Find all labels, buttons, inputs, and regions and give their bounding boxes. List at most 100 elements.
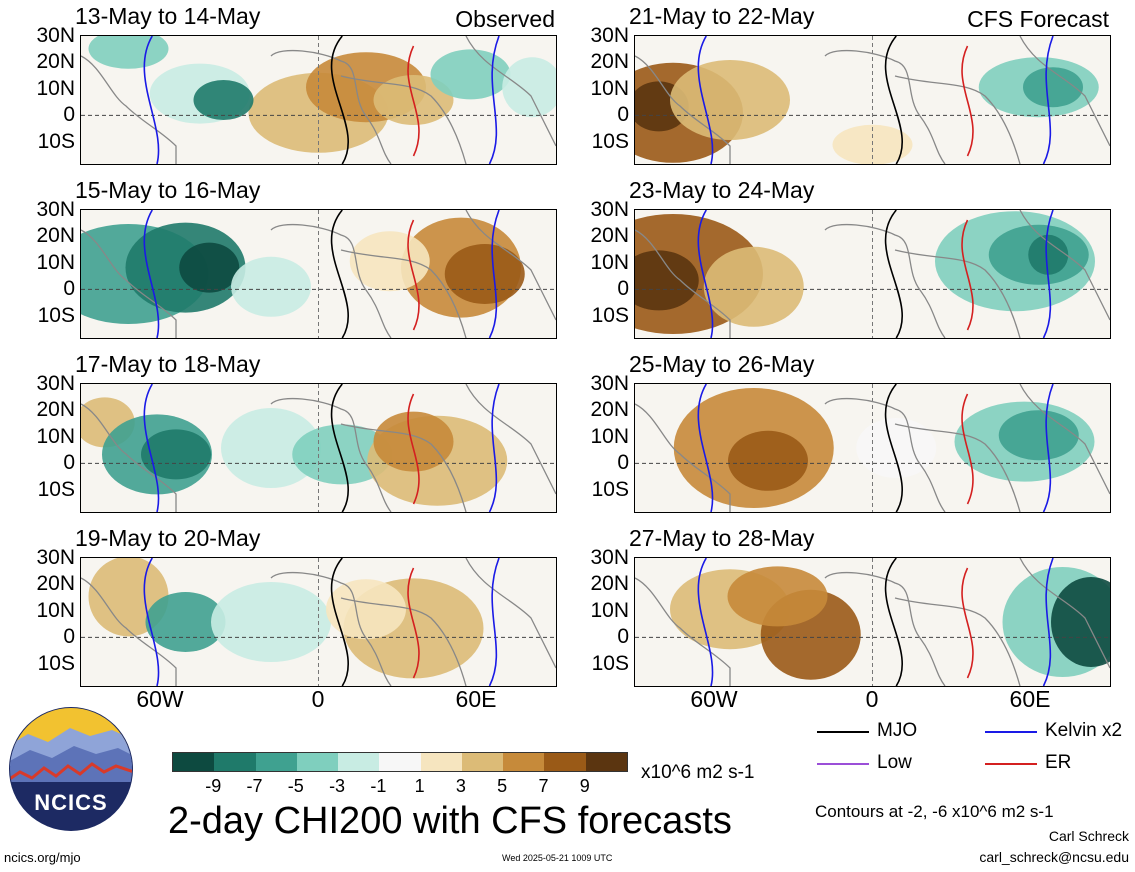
legend-er-label: ER — [1045, 752, 1072, 773]
logo-text: NCICS — [34, 790, 107, 815]
chi200-field — [635, 384, 1110, 512]
wave-contour — [330, 558, 349, 686]
colorbar-tick-label: 5 — [497, 776, 508, 796]
wave-contour — [407, 219, 420, 331]
wave-contour — [884, 384, 903, 512]
lon-label: 60W — [136, 686, 184, 712]
lat-label: 10N — [590, 76, 629, 100]
wave-contour — [407, 567, 420, 679]
legend-mjo-label: MJO — [877, 720, 918, 741]
panel-title: 13-May to 14-May — [75, 3, 261, 29]
wave-contour — [143, 558, 160, 686]
lat-label: 30N — [36, 24, 75, 47]
map-panel — [80, 209, 557, 339]
coastline — [81, 55, 177, 164]
chi200-field — [81, 558, 556, 686]
lat-label: 30N — [590, 198, 629, 221]
map-panel — [634, 209, 1111, 339]
lat-label: 20N — [590, 572, 629, 596]
legend-er-line — [985, 763, 1037, 765]
wave-contour — [488, 384, 500, 512]
colorbar-tick-label: -1 — [370, 776, 387, 796]
lat-label: 10N — [590, 250, 629, 274]
lat-label: 10S — [37, 129, 75, 153]
wave-contour — [407, 393, 420, 505]
legend-kelvin-line — [985, 731, 1037, 733]
coastline — [340, 249, 467, 338]
coastline — [465, 210, 556, 321]
wave-contour — [884, 210, 903, 338]
lat-label: 20N — [36, 398, 75, 422]
colorbar-labels: -9 -7 -5 -3 -1 1 3 5 7 9 — [172, 752, 626, 802]
chi200-field — [81, 210, 556, 338]
panel-title: 25-May to 26-May — [629, 351, 815, 377]
lat-label: 20N — [36, 572, 75, 596]
lat-label: 0 — [63, 277, 75, 301]
coastline — [1019, 210, 1110, 321]
lat-label: 30N — [36, 546, 75, 569]
legend: MJO Kelvin x2 Low ER — [815, 720, 1135, 780]
coastline — [635, 229, 731, 338]
chi200-field — [635, 36, 1110, 164]
lat-label: 30N — [590, 24, 629, 47]
coastline — [340, 423, 467, 512]
coastline — [635, 577, 731, 686]
coastline — [81, 403, 177, 512]
contour-note: Contours at -2, -6 x10^6 m2 s-1 — [815, 802, 1054, 821]
coastline — [340, 75, 467, 164]
lat-label: 20N — [590, 50, 629, 74]
colorbar-units: x10^6 m2 s-1 — [641, 762, 755, 783]
coastline — [1019, 558, 1110, 669]
panel-title: 15-May to 16-May — [75, 177, 261, 203]
colorbar-tick-label: 3 — [455, 776, 466, 796]
wave-contour — [961, 45, 974, 157]
lat-label: 20N — [36, 224, 75, 248]
wave-contour — [961, 219, 974, 331]
coastline — [1019, 384, 1110, 495]
colorbar-tick-label: -7 — [246, 776, 263, 796]
lat-label: 30N — [590, 546, 629, 569]
wave-contour — [143, 210, 160, 338]
wave-contour — [697, 210, 714, 338]
lat-label: 0 — [63, 103, 75, 127]
coastline — [340, 597, 467, 686]
ncics-logo: NCICS — [8, 706, 134, 832]
panel-title: 17-May to 18-May — [75, 351, 261, 377]
colorbar — [172, 752, 628, 772]
wave-contour — [884, 36, 903, 164]
coastline — [465, 384, 556, 495]
map-panel — [634, 383, 1111, 513]
lat-label: 30N — [590, 372, 629, 395]
lat-label: 0 — [617, 625, 629, 649]
colorbar-tick-label: 7 — [538, 776, 549, 796]
lat-label: 10N — [36, 76, 75, 100]
lat-label: 20N — [590, 398, 629, 422]
coastline — [635, 55, 731, 164]
lat-label: 0 — [617, 451, 629, 475]
lat-label: 10N — [590, 598, 629, 622]
coastline — [894, 423, 1021, 512]
colorbar-cell — [585, 753, 628, 771]
wave-contour — [1042, 384, 1054, 512]
wave-contour — [961, 393, 974, 505]
lat-label: 10S — [591, 477, 629, 501]
coastline — [894, 597, 1021, 686]
email: carl_schreck@ncsu.edu — [979, 849, 1129, 865]
coastline — [635, 403, 731, 512]
legend-mjo-line — [817, 731, 869, 733]
wave-contour — [1042, 36, 1054, 164]
lat-label: 0 — [617, 277, 629, 301]
wave-contour — [697, 36, 714, 164]
author: Carl Schreck — [1048, 828, 1129, 844]
coastline — [1019, 36, 1110, 147]
lat-label: 0 — [63, 451, 75, 475]
colorbar-tick-label: -9 — [205, 776, 222, 796]
source-url[interactable]: ncics.org/mjo — [4, 850, 81, 865]
wave-contour — [884, 558, 903, 686]
wave-contour — [488, 36, 500, 164]
lon-label: 60E — [1009, 686, 1051, 712]
lat-label: 0 — [63, 625, 75, 649]
lat-label: 30N — [36, 198, 75, 221]
wave-contour — [488, 210, 500, 338]
colorbar-tick-label: -3 — [329, 776, 346, 796]
